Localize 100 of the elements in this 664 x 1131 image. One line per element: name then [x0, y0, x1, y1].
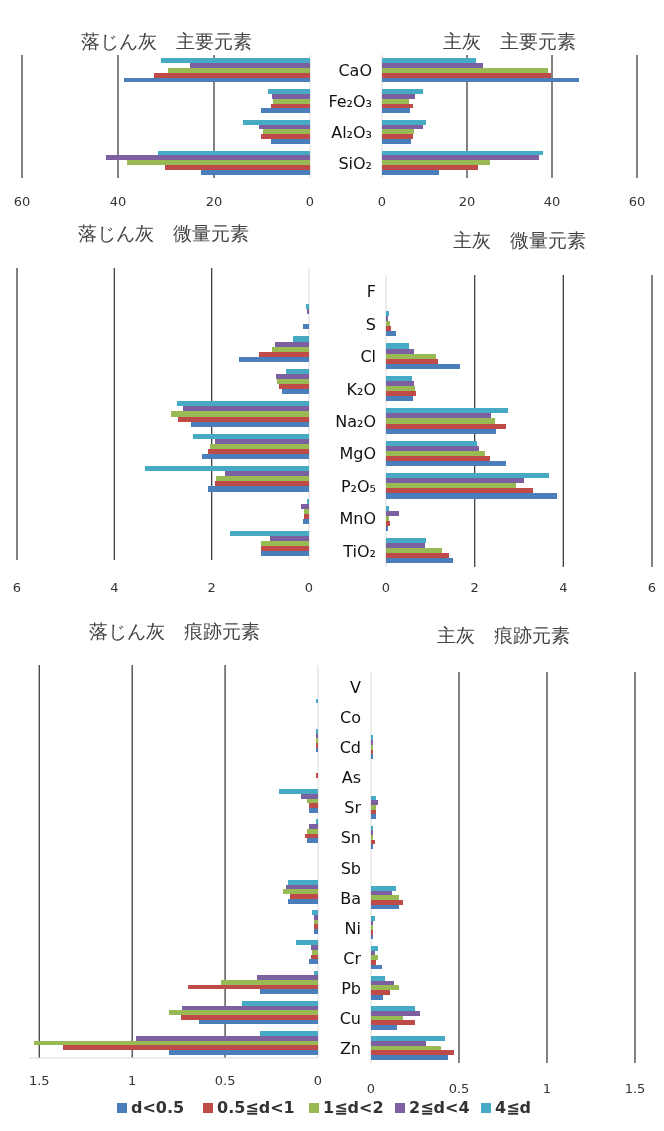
bar: [259, 351, 309, 357]
x-tick-label: 0.5: [214, 1073, 236, 1088]
bar: [288, 898, 318, 904]
x-tick-label: 60: [13, 194, 31, 209]
bar: [183, 406, 309, 412]
x-tick-label: 0: [381, 580, 391, 595]
x-tick-label: 4: [559, 580, 568, 595]
bar: [282, 889, 318, 895]
y-tick-label: SiO₂: [338, 153, 372, 173]
y-tick-label: TiO₂: [342, 541, 376, 561]
bar: [371, 946, 379, 951]
bar: [371, 800, 379, 805]
x-tick-label: 0: [305, 194, 315, 209]
bar: [153, 72, 310, 78]
bar: [260, 989, 318, 995]
y-tick-label: Cd: [339, 738, 361, 758]
chart-title: 落じん灰 痕跡元素: [88, 620, 260, 642]
y-tick-label: K₂O: [346, 379, 376, 399]
bar: [386, 493, 558, 499]
bar: [382, 119, 426, 125]
bar: [371, 1036, 445, 1041]
x-tick-label: 20: [458, 194, 476, 209]
bar: [314, 924, 318, 930]
legend-label: d<0.5: [131, 1098, 185, 1117]
bar: [386, 515, 390, 521]
bar: [207, 486, 309, 492]
bar: [272, 98, 310, 104]
x-tick-label: 4: [110, 580, 119, 595]
x-tick-label: 0: [313, 1073, 323, 1088]
bar: [371, 839, 375, 845]
y-tick-label: S: [365, 314, 376, 334]
bar: [190, 63, 310, 68]
bar: [382, 165, 478, 170]
y-tick-label: Ba: [340, 888, 361, 908]
bar: [371, 1040, 426, 1046]
bar: [208, 448, 309, 455]
x-tick-label: 0: [304, 580, 314, 595]
bar: [170, 411, 309, 417]
x-tick-label: 1: [128, 1073, 137, 1088]
bar: [382, 134, 414, 140]
bar: [276, 379, 309, 385]
y-tick-label: Ni: [344, 918, 361, 938]
bar: [386, 428, 496, 434]
bar: [386, 483, 517, 489]
bar: [310, 945, 318, 950]
bar: [177, 401, 309, 407]
bar: [168, 67, 310, 73]
x-tick-label: 6: [647, 580, 657, 595]
bar: [371, 895, 400, 900]
bar: [371, 950, 375, 956]
bar: [371, 1020, 415, 1025]
x-tick-label: 0: [377, 194, 387, 209]
bar: [261, 541, 309, 547]
chart-title: 主灰 微量元素: [452, 229, 586, 251]
bar: [386, 353, 436, 359]
bar: [386, 543, 425, 549]
bar: [135, 1035, 318, 1041]
x-tick-label: 40: [109, 194, 127, 209]
bar: [269, 536, 309, 542]
bar: [224, 471, 309, 477]
x-tick-label: 2: [470, 580, 479, 595]
bar: [371, 915, 375, 921]
bar: [386, 538, 427, 544]
bar: [308, 959, 318, 964]
bar: [386, 316, 389, 322]
chart-title: 主灰 痕跡元素: [436, 624, 570, 646]
y-tick-label: Sr: [344, 798, 362, 818]
bar: [382, 58, 476, 64]
bar: [274, 341, 309, 347]
bar: [386, 520, 390, 526]
bar: [303, 518, 309, 524]
bar: [382, 93, 415, 99]
y-tick-label: CaO: [338, 61, 372, 81]
y-tick-label: Al₂O₃: [331, 122, 372, 142]
bar: [386, 386, 415, 392]
bar: [238, 356, 309, 362]
bar: [261, 546, 309, 552]
bar: [371, 885, 396, 891]
y-tick-label: Cu: [339, 1008, 361, 1028]
bar: [386, 408, 509, 414]
bar: [230, 531, 309, 537]
bar: [386, 363, 461, 369]
bar: [160, 58, 310, 64]
bar: [371, 976, 386, 981]
x-tick-label: 6: [12, 580, 22, 595]
bar: [382, 67, 548, 73]
bar: [303, 508, 309, 514]
bar: [386, 505, 390, 511]
bar: [215, 476, 309, 482]
y-tick-label: Cr: [343, 948, 362, 968]
bar: [386, 375, 412, 381]
y-tick-label: Sb: [340, 858, 361, 878]
bar: [386, 553, 449, 559]
bar: [382, 108, 411, 114]
x-tick-label: 60: [628, 194, 646, 209]
bar: [371, 960, 377, 965]
bar: [290, 894, 318, 899]
bar: [371, 1050, 454, 1055]
bar: [270, 139, 310, 144]
bar: [201, 169, 310, 175]
